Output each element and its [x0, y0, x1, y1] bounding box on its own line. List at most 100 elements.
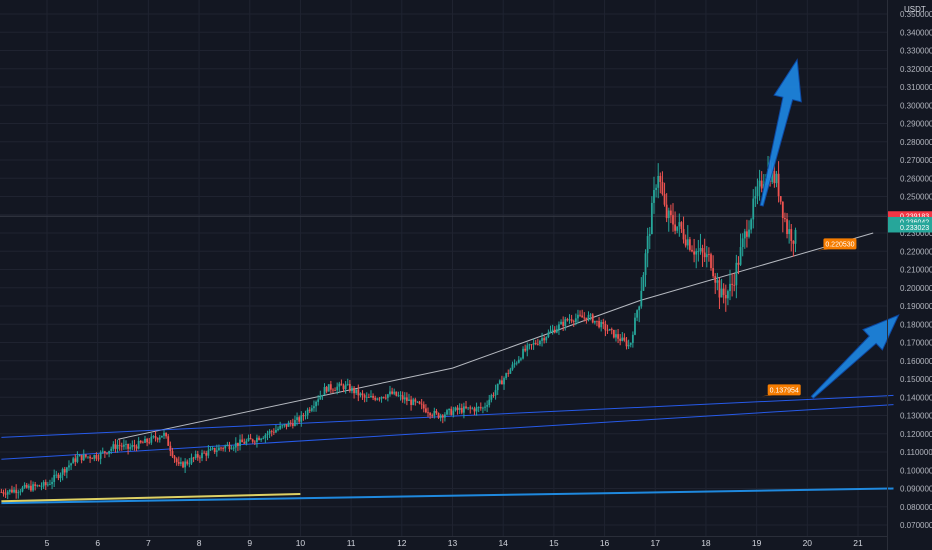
annotation-pointer: [761, 395, 774, 397]
candle-body: [752, 198, 755, 220]
x-tick-label: 5: [45, 538, 50, 548]
candle-body: [777, 173, 780, 197]
candle-body: [122, 444, 125, 447]
candle-body: [520, 358, 522, 360]
candle-body: [431, 415, 434, 417]
candle-body: [148, 442, 151, 444]
candle-body: [570, 319, 573, 322]
trendline[interactable]: [1, 487, 894, 505]
candle-body: [555, 329, 558, 333]
candle-body: [710, 254, 712, 269]
candle-body: [359, 393, 362, 396]
candle-body: [395, 391, 398, 396]
candle-body: [270, 431, 273, 433]
candle-body: [572, 321, 575, 322]
trendline[interactable]: [1, 404, 894, 460]
candle-body: [80, 454, 83, 461]
candle-body: [32, 484, 34, 491]
candle-body: [746, 231, 748, 237]
trendline[interactable]: [1, 493, 301, 503]
trendline[interactable]: [1, 394, 894, 438]
candle-body: [460, 407, 463, 413]
candle-body: [391, 391, 393, 394]
candle-body: [528, 344, 531, 346]
price-tag: [888, 216, 932, 227]
candle-body: [15, 489, 18, 494]
x-tick-label: 16: [600, 538, 610, 548]
candle-body: [72, 458, 75, 464]
candle-body: [281, 425, 284, 427]
candle-body: [494, 390, 497, 396]
candle-body: [593, 320, 596, 323]
trendline[interactable]: [117, 232, 874, 440]
annotation-tag[interactable]: [823, 238, 857, 250]
candle-body: [707, 254, 710, 255]
candle-body: [36, 485, 39, 487]
candle-body: [234, 442, 237, 448]
candle-body: [289, 422, 292, 424]
candle-body: [667, 210, 670, 219]
candle-body: [275, 430, 277, 433]
candle-body: [543, 338, 546, 341]
annotation-tag[interactable]: [767, 384, 801, 396]
y-tick-label: 0.090000: [900, 485, 932, 494]
candle-body: [427, 412, 429, 414]
candle-body: [743, 231, 746, 239]
candle-body: [443, 414, 446, 418]
projection-arrow[interactable]: [810, 314, 900, 399]
candle-body: [374, 397, 377, 400]
candle-body: [760, 180, 763, 189]
x-tick-label: 19: [752, 538, 762, 548]
candle-body: [473, 408, 476, 412]
current-price-tags: 0.2391830.2360420.233023: [888, 211, 932, 233]
candle-body: [296, 417, 298, 421]
projection-arrow[interactable]: [759, 58, 802, 207]
candle-body: [184, 461, 187, 468]
candle-body: [4, 493, 7, 495]
candle-body: [399, 395, 402, 397]
candle-body: [44, 482, 47, 486]
candle-body: [101, 451, 104, 453]
candle-body: [97, 458, 100, 460]
candle-body: [414, 399, 417, 402]
y-tick-label: 0.130000: [900, 412, 932, 421]
trendlines[interactable]: [1, 232, 894, 505]
candle-body: [239, 439, 241, 447]
candle-body: [226, 444, 229, 446]
time-axis[interactable]: 5 6 7 8 9 10 11 12 13 14 15 16 17 18 19 20 21: [45, 538, 863, 548]
price-annotations[interactable]: 0.220530 0.137954: [761, 238, 857, 397]
candle-body: [503, 378, 505, 385]
candle-body: [237, 442, 239, 447]
price-axis[interactable]: 0.070000 0.080000 0.090000 0.100000 0.110000…: [900, 10, 932, 530]
candle-body: [693, 251, 696, 255]
candle-body: [604, 324, 607, 331]
candle-body: [720, 288, 723, 298]
candle-body: [6, 491, 9, 495]
candle-body: [258, 437, 260, 441]
candle-body: [727, 291, 729, 299]
candle-body: [672, 215, 674, 225]
candle-body: [437, 413, 440, 418]
candle-body: [17, 492, 20, 494]
candle-body: [249, 438, 252, 440]
candle-body: [655, 187, 657, 191]
candle-body: [697, 251, 700, 252]
candle-body: [735, 262, 738, 286]
candle-body: [526, 345, 529, 351]
annotation-label: 0.137954: [770, 387, 799, 394]
candle-body: [784, 218, 786, 220]
candle-body: [754, 196, 757, 199]
candle-body: [591, 314, 594, 323]
candle-body: [222, 448, 225, 449]
candle-body: [353, 387, 355, 394]
candle-body: [177, 462, 180, 464]
candle-body: [158, 437, 161, 440]
candle-body: [203, 452, 206, 454]
projection-arrows[interactable]: [759, 58, 900, 399]
candle-body: [790, 229, 793, 241]
candle-body: [435, 410, 438, 414]
candle-body: [25, 484, 28, 488]
candle-body: [686, 239, 689, 246]
candle-body: [304, 415, 307, 417]
